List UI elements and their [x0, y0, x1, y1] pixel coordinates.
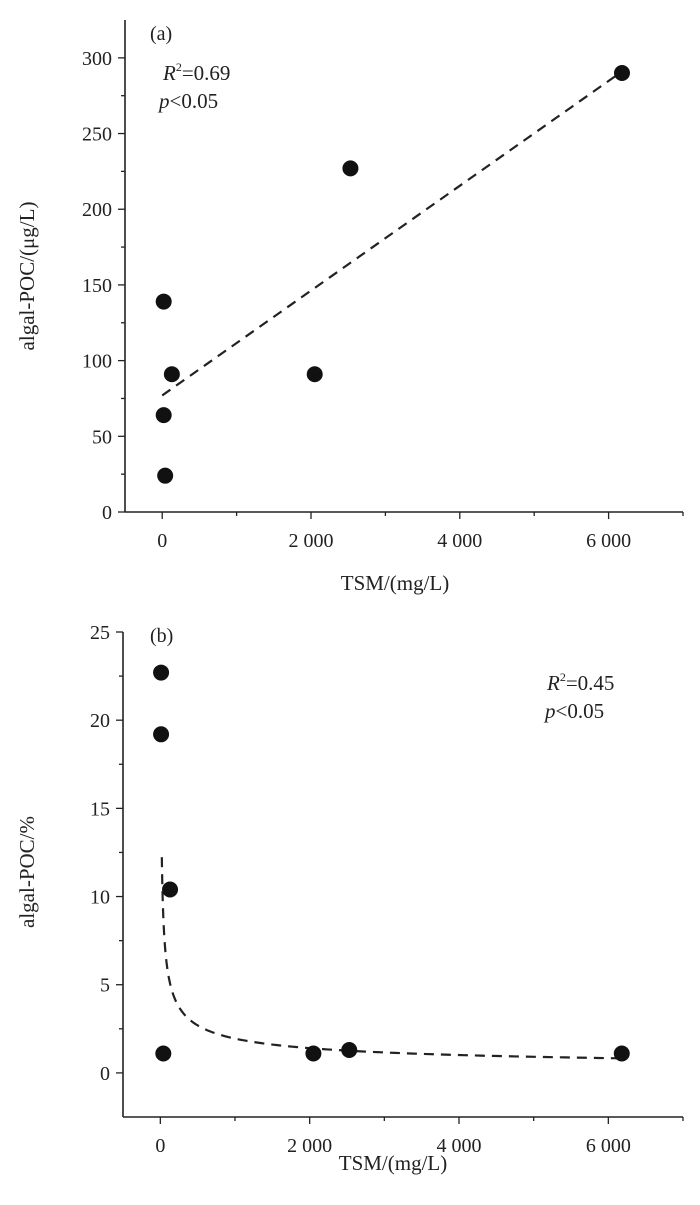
panel-b-x-tick-label: 0 — [155, 1135, 165, 1157]
panel-a-data-point — [157, 467, 174, 484]
panel-a-y-tick-label: 250 — [82, 124, 112, 146]
panel-b-x-tick-label: 6 000 — [586, 1135, 631, 1157]
panel-b-y-title: algal-POC/% — [15, 816, 39, 928]
panel-a-y-tick-label: 200 — [82, 199, 112, 221]
panel-a-x-tick-label: 6 000 — [586, 530, 631, 552]
panel-a-y-tick-label: 0 — [102, 502, 112, 524]
panel-a-x-title: TSM/(mg/L) — [341, 571, 450, 595]
panel-a-data-point — [342, 160, 359, 177]
panel-a-data-point — [155, 407, 172, 424]
panel-b-y-tick-label: 20 — [90, 710, 110, 732]
panel-b-y-tick-label: 15 — [90, 798, 110, 820]
panel-b-r2: R2=0.45 — [546, 670, 614, 695]
panel-b-data-point — [162, 881, 179, 898]
panel-b-p: p<0.05 — [543, 699, 604, 723]
panel-a-y-title: algal-POC/(μg/L) — [15, 202, 39, 351]
panel-b-fit-curve — [160, 857, 622, 1060]
panel-b-x-tick-label: 2 000 — [287, 1135, 332, 1157]
panel-a-y-tick-label: 100 — [82, 351, 112, 373]
panel-b-x-title: TSM/(mg/L) — [339, 1151, 448, 1175]
panel-b-y-tick-label: 5 — [100, 975, 110, 997]
panel-a-x-tick-label: 4 000 — [437, 530, 482, 552]
panel-a-p: p<0.05 — [157, 89, 218, 113]
panel-b-label: (b) — [150, 625, 173, 647]
panel-a-data-point — [613, 64, 630, 81]
panel-a-y-tick-label: 300 — [82, 48, 112, 70]
panel-b-y-tick-label: 10 — [90, 887, 110, 909]
panel-b-y-tick-label: 0 — [100, 1063, 110, 1085]
panel-b-data-point — [305, 1045, 322, 1062]
panel-b-data-point — [155, 1045, 172, 1062]
panel-b-x-tick-label: 4 000 — [437, 1135, 482, 1157]
panel-b-y-tick-label: 25 — [90, 622, 110, 644]
panel-b-data-point — [613, 1045, 630, 1062]
panel-b-data-point — [341, 1041, 358, 1058]
panel-a-x-tick-label: 2 000 — [289, 530, 334, 552]
panel-a-x-tick-label: 0 — [157, 530, 167, 552]
panel-a-data-point — [163, 366, 180, 383]
panel-a-r2: R2=0.69 — [162, 60, 230, 85]
panel-a-y-tick-label: 150 — [82, 275, 112, 297]
panel-a-fit-line — [161, 70, 623, 397]
panel-a-label: (a) — [150, 23, 172, 45]
panel-a-data-point — [155, 293, 172, 310]
panel-b-data-point — [153, 726, 170, 743]
panel-a-data-point — [306, 366, 323, 383]
panel-b-data-point — [153, 664, 170, 681]
panel-a-y-tick-label: 50 — [92, 426, 112, 448]
